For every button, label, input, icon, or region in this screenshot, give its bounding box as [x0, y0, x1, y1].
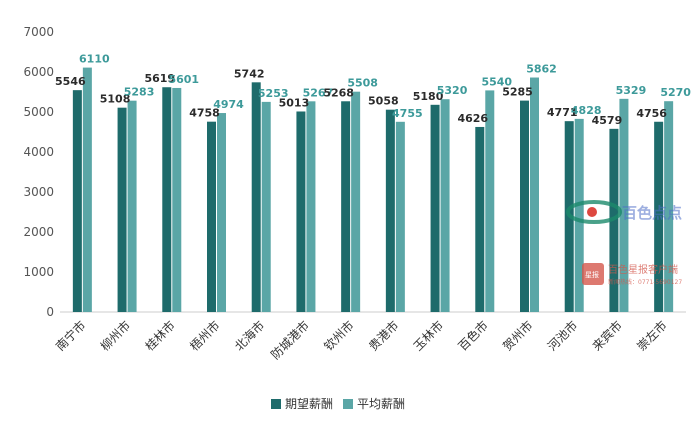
watermark-logo-icon: [566, 200, 622, 224]
legend-label-expected: 期望薪酬: [285, 397, 333, 411]
x-category-label: 百色市: [455, 318, 491, 354]
bar-average: [172, 87, 182, 313]
x-category-label: 北海市: [231, 318, 267, 354]
data-label-average: 5267: [303, 86, 334, 99]
data-label-expected: 4756: [636, 107, 667, 120]
watermark: 百色点点 星报 百色星报客户端 新闻热线：0771-5690127: [566, 200, 682, 286]
legend-label-average: 平均薪酬: [357, 397, 405, 411]
bar-average: [574, 118, 584, 312]
x-category-label: 崇左市: [634, 318, 670, 354]
x-category-label: 南宁市: [52, 318, 88, 354]
bar-expected: [162, 87, 172, 313]
data-label-expected: 5619: [144, 72, 175, 85]
data-label-average: 5320: [437, 84, 468, 97]
data-label-average: 5329: [616, 84, 647, 97]
bar-expected: [251, 82, 261, 312]
bar-expected: [296, 111, 306, 312]
data-label-average: 5540: [481, 75, 512, 88]
bar-average: [82, 67, 92, 312]
data-label-average: 4974: [213, 98, 244, 111]
data-label-expected: 5108: [100, 93, 131, 106]
bar-average: [127, 100, 137, 313]
bar-expected: [207, 121, 216, 313]
data-label-expected: 5058: [368, 95, 399, 108]
bar-expected: [430, 104, 440, 312]
x-category-label: 钦州市: [321, 318, 357, 354]
y-tick-label: 6000: [23, 65, 54, 79]
bar-average: [217, 113, 226, 312]
data-label-average: 5270: [660, 86, 691, 99]
y-tick-label: 4000: [23, 145, 54, 159]
x-category-label: 柳州市: [97, 318, 133, 354]
bar-average: [351, 91, 361, 313]
watermark-app-badge: [582, 263, 604, 285]
data-label-expected: 5268: [323, 86, 354, 99]
y-tick-label: 2000: [23, 225, 54, 239]
x-category-label: 贵港市: [365, 318, 401, 354]
data-label-average: 5253: [258, 87, 289, 100]
bar-expected: [520, 100, 529, 312]
bar-average: [306, 101, 316, 312]
bar-expected: [385, 109, 395, 313]
data-label-expected: 5013: [279, 96, 310, 109]
x-category-label: 防城港市: [267, 318, 312, 363]
bar-average: [485, 90, 495, 313]
data-label-expected: 5180: [413, 90, 444, 103]
watermark-phone: 新闻热线：0771-5690127: [608, 278, 682, 286]
x-category-label: 河池市: [544, 318, 580, 354]
bar-average: [261, 101, 271, 312]
bar-expected: [475, 126, 485, 313]
bar-average: [664, 101, 674, 312]
x-axis-categories: 南宁市 柳州市 桂林市 梧州市 北海市 防城港市 钦州市 贵港市 玉林市 百色市 贺州市 河池市 来宾市…: [52, 318, 669, 363]
y-tick-label: 3000: [23, 185, 54, 199]
bar-average: [440, 99, 450, 312]
bar-expected: [654, 121, 664, 312]
data-label-expected: 5285: [502, 86, 533, 99]
y-tick-label: 1000: [23, 265, 54, 279]
data-label-expected: 4579: [592, 114, 623, 127]
bar-expected: [117, 107, 127, 313]
y-tick-label: 0: [46, 305, 54, 319]
watermark-app-badge-text: 星报: [585, 270, 599, 279]
data-label-average: 5508: [347, 77, 378, 90]
legend-swatch-average: [343, 399, 353, 409]
bar-expected: [72, 90, 82, 312]
data-label-average: 5862: [526, 63, 557, 76]
bar-expected: [341, 101, 351, 312]
x-category-label: 桂林市: [142, 318, 178, 354]
bar-average: [619, 98, 629, 312]
data-label-average: 5283: [124, 86, 155, 99]
y-tick-label: 7000: [23, 25, 54, 39]
y-axis: 0 1000 2000 3000 4000 5000 6000 7000: [23, 25, 54, 319]
data-label-expected: 5742: [234, 67, 265, 80]
data-label-average: 4755: [392, 107, 423, 120]
data-label-expected: 4771: [547, 106, 578, 119]
data-label-average: 4828: [571, 104, 602, 117]
watermark-app-text: 百色星报客户端: [608, 263, 678, 276]
x-category-label: 玉林市: [410, 318, 446, 354]
x-category-label: 梧州市: [187, 318, 223, 354]
data-label-average: 5601: [168, 73, 199, 86]
watermark-text: 百色点点: [622, 204, 682, 222]
legend: 期望薪酬 平均薪酬: [271, 397, 405, 411]
data-label-expected: 4626: [457, 112, 488, 125]
data-label-expected: 5546: [55, 75, 86, 88]
bar-average: [395, 121, 405, 312]
legend-swatch-expected: [271, 399, 281, 409]
y-tick-label: 5000: [23, 105, 54, 119]
bar-average: [530, 77, 539, 313]
x-category-label: 贺州市: [500, 318, 536, 354]
data-label-expected: 4758: [189, 107, 220, 120]
x-category-label: 来宾市: [589, 318, 625, 354]
data-label-average: 6110: [79, 53, 110, 66]
